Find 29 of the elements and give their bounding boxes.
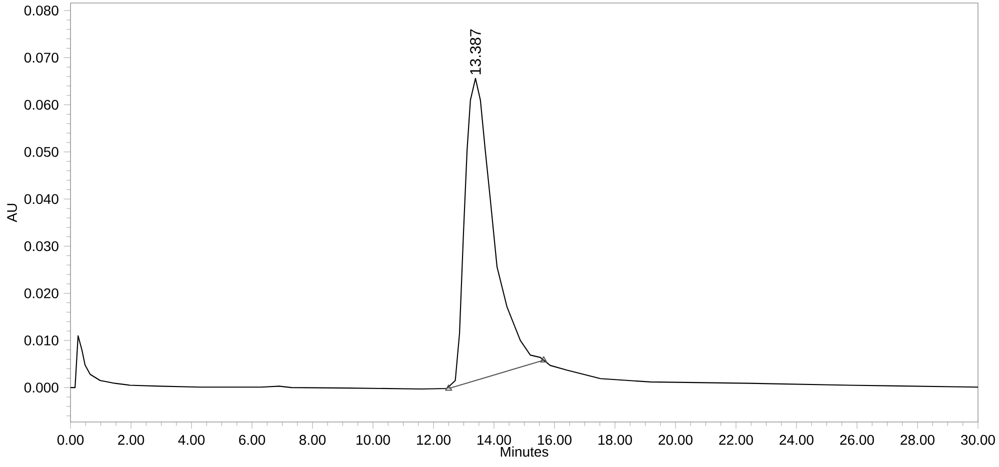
x-axis-title: Minutes [500,446,548,457]
x-tick-label: 22.00 [719,434,753,445]
y-tick-label: 0.000 [24,382,58,393]
x-tick-label: 0.00 [57,434,84,445]
y-tick-label: 0.020 [24,288,58,298]
x-tick-label: 30.00 [961,434,995,445]
y-tick-label: 0.080 [24,6,58,16]
x-tick-label: 28.00 [900,434,934,445]
y-tick-label: 0.030 [24,241,58,252]
x-tick-label: 12.00 [417,434,450,445]
x-tick-label: 26.00 [840,434,874,445]
x-tick-label: 16.00 [538,434,572,445]
y-tick-label: 0.050 [24,146,58,157]
line-series [70,78,978,390]
y-tick-label: 0.070 [24,52,58,63]
y-tick-label: 0.040 [24,194,58,204]
x-tick-label: 4.00 [178,434,205,445]
annotation: 13.387 [470,29,481,74]
y-tick-label: 0.010 [24,336,58,346]
x-tick-label: 14.00 [478,434,511,445]
y-axis-title: AU [7,204,17,222]
x-tick-label: 8.00 [299,434,326,445]
x-tick-label: 18.00 [598,434,632,445]
x-tick-label: 6.00 [239,434,266,445]
x-tick-label: 20.00 [658,434,692,445]
x-tick-label: 24.00 [780,434,814,445]
y-tick-label: 0.060 [24,100,58,110]
x-tick-label: 10.00 [356,434,390,445]
x-tick-label: 2.00 [118,434,144,445]
